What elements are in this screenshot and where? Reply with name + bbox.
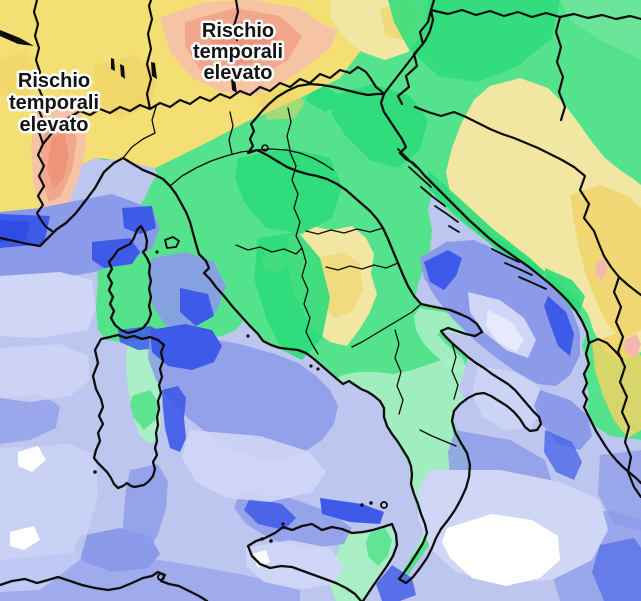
- green-ne-corner: [388, 0, 560, 82]
- alps-national-borders: [32, 0, 386, 233]
- capraia-dot: [155, 250, 159, 254]
- gold-alps-1: [95, 55, 158, 120]
- blue-left-edge-mid: [0, 394, 60, 444]
- tunis-gulf-detail: [157, 573, 165, 581]
- pink-spot-albania: [624, 334, 641, 358]
- lipari-dot-2: [369, 501, 373, 505]
- green-sardinia-spot: [130, 390, 158, 430]
- corsica-coastline: [106, 224, 153, 335]
- light-sw-corner: [0, 444, 98, 592]
- green-central-italy-1: [235, 148, 342, 234]
- po-delta-lagoon: [261, 144, 269, 152]
- marine-layer: [0, 194, 641, 601]
- blue-sicily-strait-royal: [244, 498, 296, 530]
- blue-nw-light-below: [0, 272, 96, 338]
- blue-east-corsica-royal: [180, 288, 214, 326]
- rischio-north-line-1: Rischio: [202, 20, 274, 42]
- rischio-north-line-3: elevato: [204, 62, 273, 84]
- blue-right-edge: [598, 450, 641, 530]
- green-montenegro-coast: [545, 268, 585, 312]
- lipari-dot-1: [360, 503, 364, 507]
- blue-se-corner-royal: [592, 538, 641, 601]
- rischio-label-north: Rischio temporali elevato: [190, 18, 285, 87]
- blue-nw-deep-left: [0, 220, 30, 242]
- blue-liguria-royal: [122, 206, 156, 234]
- green-dinaric-strip: [428, 170, 545, 282]
- egadi-dot-2: [269, 539, 273, 543]
- white-spot-1: [18, 446, 46, 472]
- blue-aeolian-royal: [320, 498, 384, 524]
- blue-adriatic-royal-1: [424, 250, 462, 290]
- white-spot-3: [252, 550, 270, 568]
- light-west-sardinia: [0, 344, 90, 402]
- slovenia-hungary-borders: [382, 0, 641, 122]
- green-central-italy-2: [254, 232, 330, 360]
- white-ionian: [442, 514, 560, 586]
- salmon-po-valley-core: [210, 20, 280, 66]
- blue-salento-light: [472, 366, 544, 430]
- risk-high-layer: [31, 0, 338, 228]
- gold-alps-3: [255, 88, 305, 120]
- island-dots-layer: [93, 250, 373, 543]
- green-detail-layer: [110, 0, 641, 601]
- blue-sardinia-east-royal: [162, 386, 186, 452]
- blue-ionian-royal-fringe: [544, 430, 582, 480]
- stromboli-island: [380, 501, 388, 509]
- rischio-west-line-1: Rischio: [18, 70, 90, 92]
- green-sicily-spot: [366, 528, 392, 566]
- rischio-label-west: Rischio temporali elevato: [6, 68, 101, 139]
- ponza-dot-2: [316, 367, 320, 371]
- giglio-dot: [246, 334, 250, 338]
- sardinia-coastline: [91, 333, 166, 490]
- ustica-dot: [281, 522, 285, 526]
- blue-messina-royal: [376, 565, 416, 601]
- light-tyrrhenian-center: [182, 430, 326, 502]
- rischio-north-line-2: temporali: [193, 41, 283, 63]
- balkan-coastline: [379, 92, 641, 485]
- italy-coastline: [0, 82, 543, 585]
- white-spot-2: [10, 526, 40, 550]
- blue-adriatic-royal-2: [544, 296, 574, 356]
- african-coastline: [0, 570, 209, 601]
- sardinia-islet-dot: [93, 470, 97, 474]
- ponza-dot-1: [309, 364, 313, 368]
- green-istria-bright: [330, 84, 428, 168]
- bosnia-serbia-borders: [413, 105, 641, 499]
- rischio-west-line-2: temporali: [9, 92, 99, 114]
- gold-alps-2: [0, 52, 38, 100]
- gold-montenegro-albania: [592, 334, 641, 438]
- croatian-islands: [397, 148, 547, 290]
- elba-island: [164, 236, 180, 249]
- salmon-west-alps-core: [47, 132, 69, 188]
- egadi-dot-1: [260, 537, 264, 541]
- italy-regional-borders: [122, 106, 459, 447]
- labels-layer: Rischio temporali elevato Rischio tempor…: [6, 18, 285, 139]
- pink-spot-bosnia: [595, 258, 608, 280]
- blue-otranto-medium: [534, 390, 592, 450]
- blue-sardinia-ne-royal: [150, 324, 222, 370]
- blue-adriatic-pale-center: [486, 310, 524, 352]
- rischio-west-line-3: elevato: [20, 114, 89, 136]
